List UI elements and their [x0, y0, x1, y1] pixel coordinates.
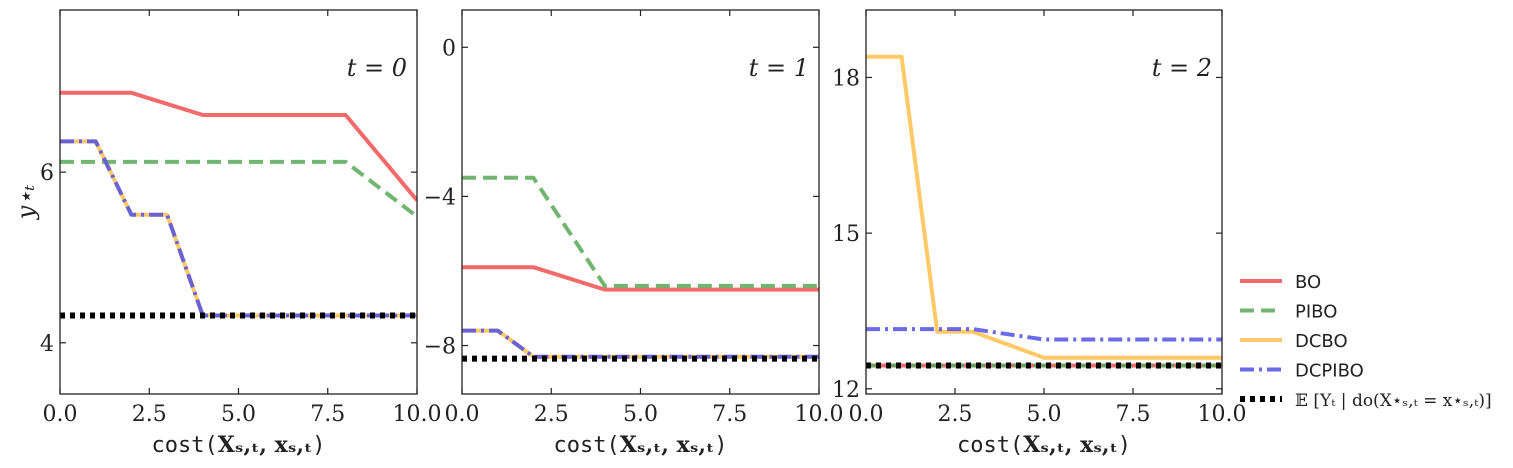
series-line-dcbo-0	[60, 139, 417, 318]
x-axis-label: cost(Xₛ,ₜ, xₛ,ₜ)	[152, 432, 326, 458]
subplot-2: 0.0 2.5 5.0 7.5 10.0 12 15 18 𝑡 = 2 cost(Xₛ,ₜ, xₛ…	[832, 9, 1247, 458]
x-tick-label: 10.0	[795, 402, 844, 427]
y-tick-label: −8	[424, 335, 456, 360]
y-tick-label: 12	[832, 378, 860, 403]
series-line-dcpibo-1	[462, 328, 819, 359]
y-tick-label: 18	[832, 66, 860, 91]
legend-item-1: PIBO	[1240, 302, 1337, 323]
y-axis-label: y⋆ₜ	[12, 185, 40, 221]
x-tick-label: 0.0	[445, 402, 480, 427]
time-annotation: 𝑡 = 2	[1152, 54, 1212, 82]
y-tick-label: 15	[832, 222, 860, 247]
series-group	[462, 175, 819, 362]
legend-label: DCBO	[1295, 331, 1348, 352]
legend-label: PIBO	[1295, 302, 1337, 323]
legend: BO PIBO DCBO DCPIBO 𝔼 [Yₜ | do(X⋆ₛ,ₜ = x⋆ₛ,ₜ…	[1240, 272, 1492, 411]
x-tick-label: 10.0	[1198, 402, 1247, 427]
x-tick-label: 10.0	[393, 402, 442, 427]
x-axis-label: cost(Xₛ,ₜ, xₛ,ₜ)	[554, 432, 728, 458]
x-tick-label: 5.0	[221, 402, 256, 427]
legend-label: DCPIBO	[1295, 361, 1364, 382]
x-tick-label: 0.0	[43, 402, 78, 427]
x-tick-label: 7.5	[310, 402, 345, 427]
series-group	[60, 90, 417, 319]
legend-label: BO	[1295, 272, 1321, 293]
series-line-bo-0	[60, 90, 417, 202]
x-axis-label: cost(Xₛ,ₜ, xₛ,ₜ)	[957, 432, 1131, 458]
x-tick-label: 2.5	[132, 402, 167, 427]
series-line-pibo-0	[60, 159, 417, 219]
subplot-1: 0.0 2.5 5.0 7.5 10.0 0 −4 −8 𝑡 = 1 cost(Xₛ,ₜ, xₛ,…	[424, 9, 844, 458]
series-line-dcpibo-2	[866, 327, 1222, 342]
x-tick-label: 2.5	[938, 402, 973, 427]
y-tick-label: 4	[40, 332, 54, 357]
legend-item-0: BO	[1240, 272, 1321, 293]
x-tick-label: 5.0	[623, 402, 658, 427]
legend-label: 𝔼 [Yₜ | do(X⋆ₛ,ₜ = x⋆ₛ,ₜ)]	[1295, 391, 1492, 411]
time-annotation: 𝑡 = 1	[749, 54, 809, 82]
y-tick-label: 6	[40, 161, 54, 186]
subplots: 0.0 2.5 5.0 7.5 10.0 4 6 𝑡 = 0 cost(Xₛ,ₜ, xₛ,ₜ) y…	[12, 9, 1247, 458]
x-tick-label: 2.5	[534, 402, 569, 427]
time-annotation: 𝑡 = 0	[347, 54, 407, 82]
legend-item-4: 𝔼 [Yₜ | do(X⋆ₛ,ₜ = x⋆ₛ,ₜ)]	[1240, 391, 1492, 411]
y-tick-label: −4	[424, 185, 456, 210]
series-line-dcpibo-0	[60, 139, 417, 318]
series-line-bo-1	[462, 265, 819, 292]
subplot-0: 0.0 2.5 5.0 7.5 10.0 4 6 𝑡 = 0 cost(Xₛ,ₜ, xₛ,ₜ) y…	[12, 9, 442, 458]
x-tick-label: 5.0	[1027, 402, 1062, 427]
x-tick-label: 7.5	[712, 402, 747, 427]
series-group	[866, 54, 1222, 369]
series-line-dcbo-2	[866, 54, 1222, 360]
x-tick-label: 7.5	[1116, 402, 1151, 427]
legend-item-2: DCBO	[1240, 331, 1348, 352]
x-tick-label: 0.0	[849, 402, 884, 427]
y-tick-label: 0	[442, 36, 456, 61]
legend-item-3: DCPIBO	[1240, 361, 1364, 382]
series-line-pibo-1	[462, 175, 819, 288]
